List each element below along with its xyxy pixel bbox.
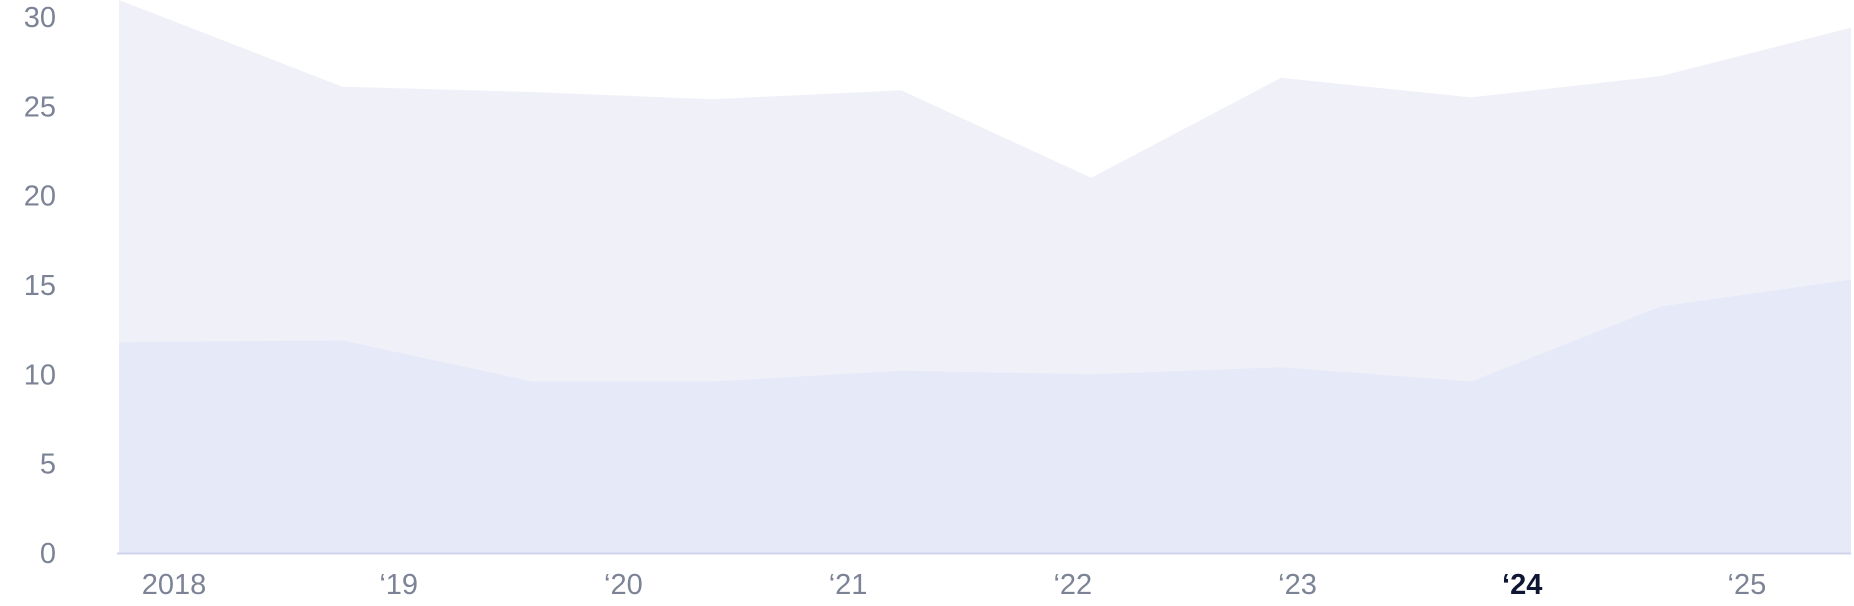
x-tick-label: ‘20 [604, 569, 643, 601]
area-series-2 [119, 279, 1851, 553]
y-tick-label: 10 [24, 359, 56, 391]
x-tick-label: ‘25 [1728, 569, 1767, 601]
y-axis: 0 5 10 15 20 25 30 [24, 2, 56, 570]
y-tick-label: 0 [40, 538, 56, 570]
y-tick-label: 20 [24, 181, 56, 213]
x-tick-label: ‘22 [1053, 569, 1092, 601]
x-tick-label: ‘19 [379, 569, 418, 601]
y-tick-label: 5 [40, 449, 56, 481]
y-tick-label: 30 [24, 2, 56, 34]
x-tick-label: ‘23 [1278, 569, 1317, 601]
x-tick-label-highlighted: ‘24 [1502, 569, 1542, 601]
area-series-group [119, 0, 1851, 553]
x-axis: 2018 ‘19 ‘20 ‘21 ‘22 ‘23 ‘24 ‘25 [117, 552, 1851, 601]
x-tick-label: 2018 [142, 569, 207, 601]
y-tick-label: 15 [24, 270, 56, 302]
x-tick-label: ‘21 [829, 569, 868, 601]
y-tick-label: 25 [24, 91, 56, 123]
